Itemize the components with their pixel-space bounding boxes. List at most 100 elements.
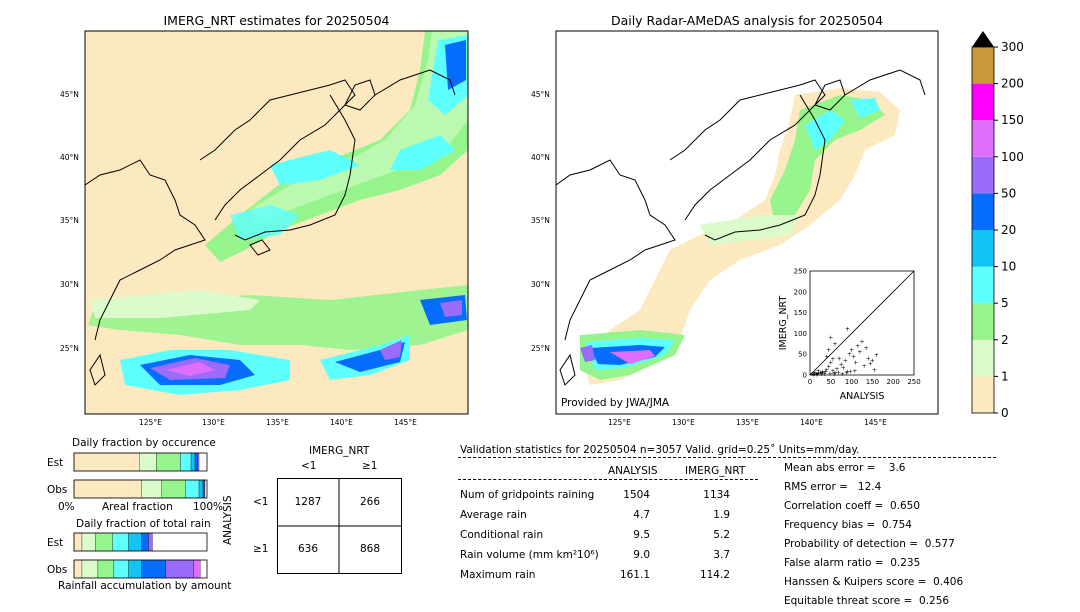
scatter-point: + xyxy=(851,353,856,360)
scatter-ytick-label: 250 xyxy=(794,268,807,276)
colorbar-block xyxy=(972,376,994,413)
stats-row-label: Conditional rain xyxy=(460,529,544,541)
right-lat-label-45: 45°N xyxy=(531,90,550,99)
occurrence-axis-right: 100% xyxy=(193,501,224,513)
occurrence-axis-mid: Areal fraction xyxy=(102,501,173,513)
scatter-point: + xyxy=(862,363,867,370)
colorbar-block xyxy=(972,193,994,230)
scatter-point: + xyxy=(822,371,827,378)
scatter-point: + xyxy=(866,355,871,362)
scatter-point: + xyxy=(826,347,831,354)
occurrence-axis-left: 0% xyxy=(58,501,75,513)
colorbar: 0 1 2 5 10 20 50 100 150 200 300 xyxy=(971,31,1024,420)
accumulation-est-segment xyxy=(112,532,129,552)
occurrence-est-label: Est xyxy=(47,457,64,469)
colorbar-tick-label: 50 xyxy=(1001,186,1016,200)
scatter-xtick-label: 100 xyxy=(845,378,858,386)
occurrence-obs-segment xyxy=(198,479,204,499)
contingency-col-label-lt1: <1 xyxy=(301,460,317,472)
scatter-point: + xyxy=(859,339,864,346)
occurrence-est-bar xyxy=(73,452,208,472)
accumulation-obs-segment xyxy=(113,559,129,579)
stats-row-label: Average rain xyxy=(460,509,527,521)
scatter-point: + xyxy=(849,347,854,354)
scatter-point: + xyxy=(840,371,845,378)
accumulation-est-segment xyxy=(148,532,153,552)
accumulation-est-label: Est xyxy=(47,537,64,549)
scatter-xtick-label: 200 xyxy=(887,378,900,386)
scatter-point: + xyxy=(823,369,828,376)
right-map-title: Daily Radar-AMeDAS analysis for 20250504 xyxy=(610,13,884,28)
scatter-point: + xyxy=(853,360,858,367)
occurrence-obs-segment xyxy=(185,479,200,499)
left-rain-field xyxy=(88,31,468,395)
accumulation-est-segment xyxy=(95,532,113,552)
colorbar-block xyxy=(972,230,994,267)
colorbar-blocks xyxy=(971,46,995,414)
left-lon-label-130: 130°E xyxy=(202,418,225,427)
scatter-point: + xyxy=(845,326,850,333)
accumulation-obs-segment xyxy=(193,559,201,579)
scatter-point: + xyxy=(832,371,837,378)
occurrence-obs-segment xyxy=(141,479,162,499)
scatter-ytick-label: 200 xyxy=(794,288,807,296)
left-lat-label-25: 25°N xyxy=(60,344,79,353)
accumulation-obs-segment xyxy=(97,559,115,579)
colorbar-tick-label: 150 xyxy=(1001,113,1024,127)
right-lon-label-130: 130°E xyxy=(672,418,695,427)
occurrence-obs-segment xyxy=(204,479,206,499)
right-lat-label-35: 35°N xyxy=(531,216,550,225)
accumulation-obs-frame xyxy=(73,559,208,579)
scatter-xtick-label: 250 xyxy=(907,378,920,386)
stats-score: Probability of detection = 0.577 xyxy=(784,538,955,550)
occurrence-title: Daily fraction by occurence xyxy=(72,437,216,449)
left-map-title: IMERG_NRT estimates for 20250504 xyxy=(163,13,390,28)
colorbar-tick-label: 2 xyxy=(1001,333,1009,347)
accumulation-est-bar xyxy=(73,532,208,552)
stats-score: Mean abs error = 3.6 xyxy=(784,462,906,474)
scatter-point: + xyxy=(811,372,816,379)
scatter-ytick-label: 50 xyxy=(798,351,807,359)
scatter-point: + xyxy=(820,370,825,377)
accumulation-title: Daily fraction of total rain xyxy=(76,518,211,530)
scatter-plot: ++++++++++++++++++++++++++++++++++++++++… xyxy=(778,268,921,403)
colorbar-block xyxy=(972,266,994,304)
colorbar-tick-label: 0 xyxy=(1001,406,1009,420)
scatter-point: + xyxy=(872,367,877,374)
stats-row-imerg: 5.2 xyxy=(713,529,730,541)
scatter-xtick-label: 0 xyxy=(808,378,812,386)
accumulation-est-frame xyxy=(73,532,208,552)
scatter-point: + xyxy=(814,372,819,379)
occurrence-est-segment xyxy=(190,452,196,472)
colorbar-block xyxy=(972,303,994,340)
stats-score: Equitable threat score = 0.256 xyxy=(784,595,950,607)
scatter-point: + xyxy=(836,370,841,377)
scatter-points: ++++++++++++++++++++++++++++++++++++++++… xyxy=(810,326,880,378)
scatter-point: + xyxy=(852,368,857,375)
right-lat-label-25: 25°N xyxy=(531,344,550,353)
stats-col-analysis: ANALYSIS xyxy=(608,465,658,477)
occurrence-est-segment xyxy=(156,452,181,472)
colorbar-block xyxy=(972,156,994,194)
colorbar-block xyxy=(972,339,994,377)
scatter-ytick-label: 150 xyxy=(794,309,807,317)
occurrence-est-frame xyxy=(73,452,208,472)
stats-score: Frequency bias = 0.754 xyxy=(784,519,912,531)
colorbar-labels: 0 1 2 5 10 20 50 100 150 200 300 xyxy=(994,40,1024,420)
colorbar-tick-label: 100 xyxy=(1001,150,1024,164)
scatter-point: + xyxy=(839,362,844,369)
stats-score: Correlation coeff = 0.650 xyxy=(784,500,920,512)
scatter-point: + xyxy=(824,367,829,374)
colorbar-tick-label: 20 xyxy=(1001,223,1016,237)
stats-row-imerg: 3.7 xyxy=(713,549,730,561)
occurrence-obs-frame xyxy=(73,479,208,499)
stats-header-divider xyxy=(458,457,996,458)
accumulation-axis-label: Rainfall accumulation by amount xyxy=(58,580,232,592)
scatter-ytick-label: 0 xyxy=(803,372,807,380)
occurrence-obs-segment xyxy=(161,479,186,499)
scatter-point: + xyxy=(812,370,817,377)
stats-row-label: Rain volume (mm km²10⁶) xyxy=(460,549,599,561)
accumulation-est-segment xyxy=(81,532,96,552)
scatter-point: + xyxy=(848,369,853,376)
left-lon-label-135: 135°E xyxy=(266,418,289,427)
